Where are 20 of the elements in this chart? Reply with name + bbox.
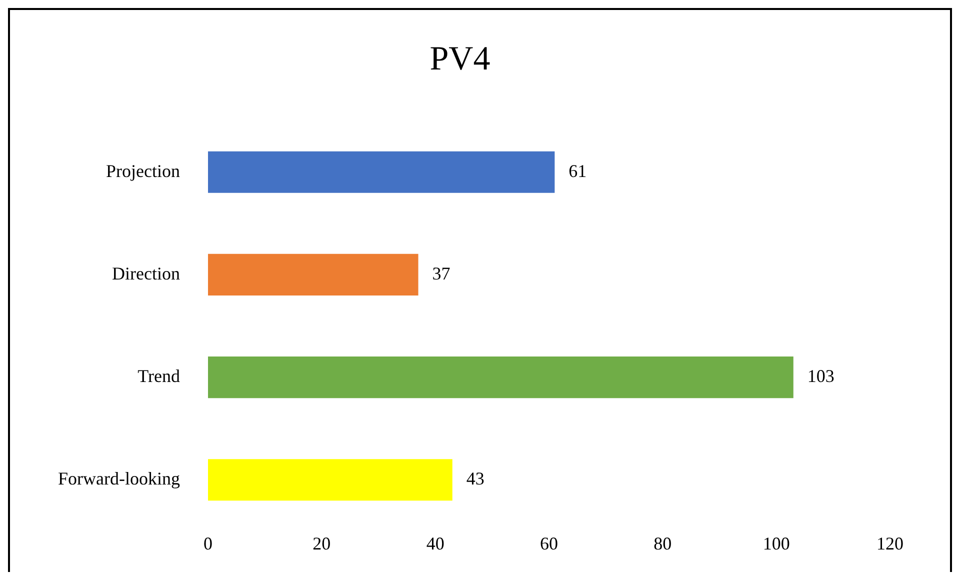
y-tick-label: Projection [106, 160, 180, 181]
data-label: 61 [568, 160, 587, 181]
bar [208, 254, 418, 296]
data-label: 43 [466, 468, 484, 489]
x-tick-label: 80 [654, 534, 672, 554]
x-tick-label: 60 [540, 534, 558, 554]
chart-title: PV4 [430, 40, 490, 78]
x-tick-label: 40 [426, 534, 444, 554]
bar [208, 459, 452, 501]
x-tick-label: 120 [876, 534, 904, 554]
data-label: 103 [807, 366, 834, 386]
y-tick-label: Forward-looking [58, 468, 180, 489]
x-tick-label: 0 [203, 534, 212, 554]
y-tick-label: Direction [112, 263, 180, 284]
bar [208, 151, 555, 193]
data-label: 37 [432, 263, 450, 284]
bar [208, 356, 794, 398]
x-tick-label: 100 [762, 534, 790, 554]
y-tick-label: Trend [138, 366, 180, 386]
x-tick-label: 20 [312, 534, 331, 554]
